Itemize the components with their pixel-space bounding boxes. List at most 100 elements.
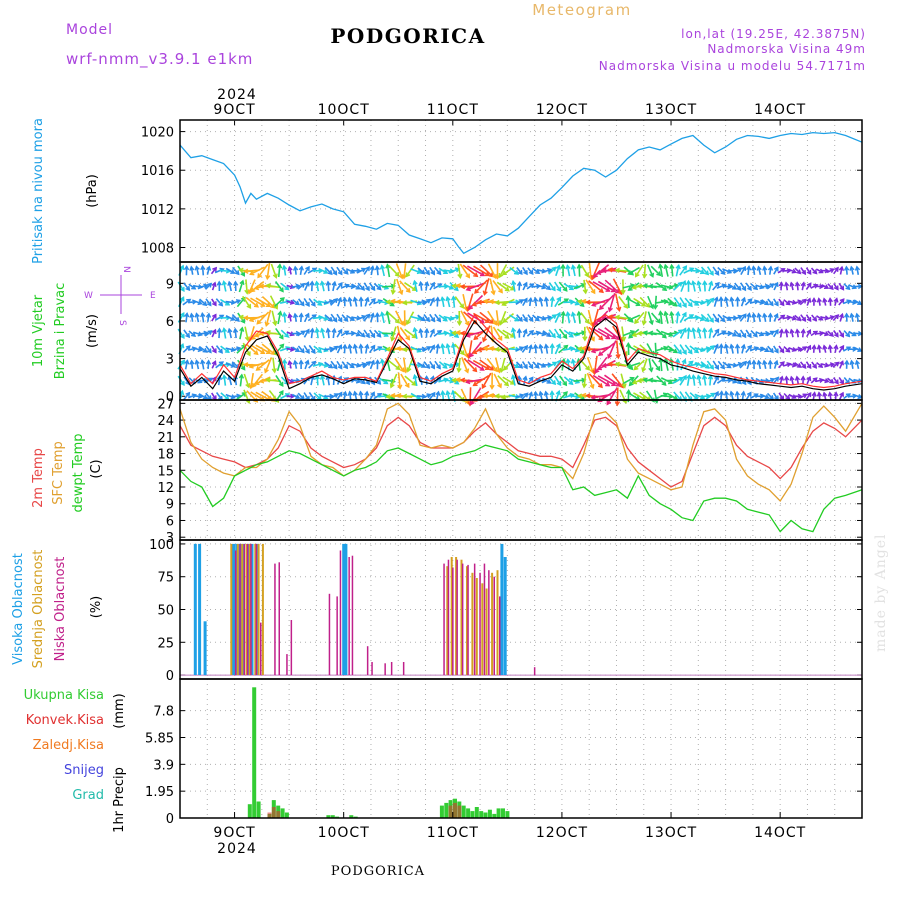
cloud-low-bar	[352, 556, 354, 675]
bottom-time-tick-label: 13OCT	[645, 825, 697, 841]
cloud-low-bar	[488, 570, 490, 675]
precip-total-bar	[484, 813, 488, 819]
bottom-time-tick-label: 11OCT	[427, 825, 479, 841]
legend-zaledj-kisa: Zaledj.Kisa	[33, 738, 104, 753]
precip-total-bar	[479, 811, 483, 818]
cloud-low-bar	[286, 654, 288, 675]
cloud-high-bar	[500, 544, 503, 675]
temperature-ytick-label: 18	[157, 448, 174, 463]
wind-arrow	[608, 341, 615, 358]
cloud-low-bar	[256, 544, 258, 675]
wind-ytick-label: 6	[166, 315, 174, 330]
precip-total-bar	[248, 804, 252, 818]
legend-snijeg: Snijeg	[64, 763, 104, 778]
temperature-ytick-label: 12	[157, 481, 174, 496]
cloud-low-bar	[239, 544, 241, 675]
wind-arrow	[406, 265, 414, 276]
meteogram-title: Meteogram	[532, 1, 631, 19]
pressure-ytick-label: 1020	[141, 126, 174, 141]
temp-sfc-line	[180, 403, 862, 501]
temperature-ytick-label: 6	[166, 514, 174, 529]
cloud-low-bar	[235, 551, 237, 676]
cloud-high-bar	[232, 544, 235, 675]
precip-total-bar	[505, 811, 509, 818]
top-time-tick-label: 13OCT	[645, 102, 697, 118]
cloud-mid-bar	[237, 544, 239, 675]
temp-ylabel-dewpt: dewpt Temp	[71, 433, 86, 512]
cloud-low-bar	[452, 568, 454, 676]
temperature-ytick-label: 15	[157, 464, 174, 479]
cloud-low-bar	[260, 623, 262, 676]
precip-total-bar	[475, 807, 479, 818]
cloud-low-bar	[336, 596, 338, 675]
precip-total-bar	[470, 811, 474, 818]
cloud-ytick-label: 75	[157, 571, 174, 586]
cloud-low-bar	[291, 620, 293, 675]
cloud-ytick-label: 0	[166, 669, 174, 684]
cloud-ytick-label: 100	[149, 538, 174, 553]
bottom-time-tick-label: 9OCT	[213, 825, 255, 841]
cloud-high-bar	[504, 557, 507, 675]
cloud-low-bar	[448, 560, 450, 675]
cloud-mid-bar	[471, 573, 473, 675]
pressure-unit: (hPa)	[85, 174, 100, 208]
cloud-low-bar	[462, 564, 464, 676]
wind-gust-line	[180, 315, 862, 388]
cloud-mid-bar	[230, 544, 232, 675]
cloud-mid-bar	[262, 544, 264, 675]
top-time-tick-label: 9OCT	[213, 102, 255, 118]
cloud-mid-bar	[241, 544, 243, 675]
precip-frame	[180, 679, 862, 818]
pressure-ytick-label: 1008	[141, 242, 174, 257]
temperature-ytick-label: 9	[166, 498, 174, 513]
precip-conv-bar	[457, 806, 461, 818]
cloud-low-bar	[348, 557, 350, 675]
precip-ytick-label: 1.95	[145, 785, 174, 800]
precip-unit: (mm)	[112, 693, 127, 728]
wind-ytick-label: 3	[166, 353, 174, 368]
legend-ukupna-kisa: Ukupna Kisa	[24, 688, 104, 703]
cloud-high-bar	[198, 544, 201, 675]
cloud-low-bar	[474, 564, 476, 676]
cloud-ytick-label: 50	[157, 604, 174, 619]
top-time-tick-label: 10OCT	[318, 102, 370, 118]
bottom-year-label: 2024	[217, 841, 257, 857]
cloud-low-bar	[467, 565, 469, 675]
cloud-ylabel-high: Visoka Oblacnost	[11, 553, 26, 665]
top-year-label: 2024	[217, 87, 257, 103]
cloud-low-bar	[499, 596, 501, 675]
precip-ylabel: 1hr Precip	[112, 767, 127, 833]
precip-total-bar	[252, 687, 256, 818]
cloud-low-bar	[367, 646, 369, 675]
cloud-mid-bar	[491, 573, 493, 675]
temperature-ytick-label: 24	[157, 414, 174, 429]
bottom-time-tick-label: 14OCT	[754, 825, 806, 841]
compass-east: E	[150, 291, 156, 301]
cloud-low-bar	[456, 560, 458, 675]
wind-ytick-label: 9	[166, 277, 174, 292]
cloud-low-bar	[250, 544, 252, 675]
wind-ylabel-sub: Brzina i Pravac	[53, 283, 68, 380]
cloud-low-bar	[371, 662, 373, 675]
cloud-low-bar	[247, 544, 249, 675]
cloud-mid-bar	[497, 570, 499, 675]
bottom-time-ticks: 9OCT 10OCT 11OCT 12OCT 13OCT 14OCT	[213, 812, 806, 841]
cloud-mid-bar	[258, 544, 260, 675]
wind-arrow	[455, 297, 463, 308]
pressure-line	[180, 133, 862, 254]
bottom-time-tick-label: 12OCT	[536, 825, 588, 841]
model-elevation-label: Nadmorska Visina u modelu 54.7171m	[599, 59, 866, 73]
bottom-time-tick-label: 10OCT	[318, 825, 370, 841]
wind-unit: (m/s)	[85, 314, 100, 348]
elevation-label: Nadmorska Visina 49m	[707, 42, 866, 56]
precip-total-bar	[488, 810, 492, 818]
wind-arrow	[636, 265, 643, 277]
cloud-low-bar	[391, 662, 393, 675]
precip-total-bar	[444, 803, 448, 818]
precip-total-bar	[501, 808, 505, 818]
wind-ylabel-main: 10m Vjetar	[31, 294, 46, 367]
precip-legend: Ukupna Kisa Konvek.Kisa Zaledj.Kisa Snij…	[24, 688, 104, 803]
precip-total-bar	[440, 806, 444, 818]
